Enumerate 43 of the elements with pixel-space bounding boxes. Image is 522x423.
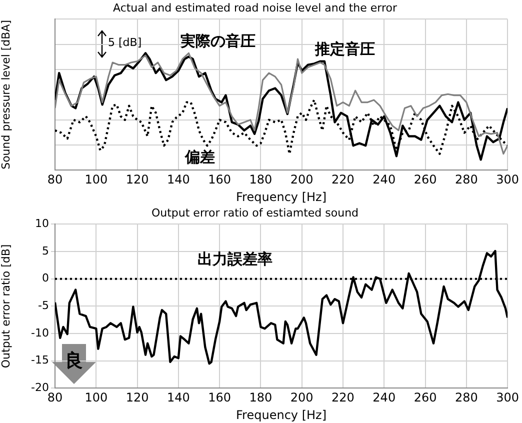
y-tick-label: -5 xyxy=(38,299,49,312)
x-tick-label: 280 xyxy=(454,390,478,405)
x-tick-label: 100 xyxy=(84,172,108,187)
chart-title: Output error ratio of estiamted sound xyxy=(151,206,359,220)
y-axis-title: Sound pressure level [dBA] xyxy=(0,20,12,170)
series-label: 偏差 xyxy=(184,148,215,166)
y-tick-label: -20 xyxy=(31,381,49,394)
x-tick-label: 180 xyxy=(249,390,272,405)
x-tick-label: 200 xyxy=(290,172,314,187)
x-tick-label: 220 xyxy=(332,390,354,405)
x-tick-label: 240 xyxy=(372,172,396,187)
x-tick-label: 120 xyxy=(126,172,149,187)
x-tick-label: 180 xyxy=(249,172,272,187)
x-tick-label: 140 xyxy=(166,390,190,405)
x-tick-label: 120 xyxy=(126,390,149,405)
y-tick-label: 0 xyxy=(42,272,49,285)
x-tick-label: 160 xyxy=(208,390,232,405)
x-axis-title: Frequency [Hz] xyxy=(236,190,327,204)
series-label: 推定音圧 xyxy=(314,40,375,58)
annotation: 良 xyxy=(65,350,83,372)
x-tick-label: 300 xyxy=(496,390,519,405)
x-tick-label: 300 xyxy=(496,172,519,187)
y-tick-label: -15 xyxy=(31,354,49,367)
x-tick-label: 280 xyxy=(454,172,478,187)
y-axis-title: Output error ratio [dB] xyxy=(0,244,12,368)
x-tick-label: 220 xyxy=(332,172,354,187)
x-tick-label: 100 xyxy=(84,390,108,405)
x-tick-label: 260 xyxy=(414,390,437,405)
x-tick-label: 80 xyxy=(47,390,63,405)
x-tick-label: 80 xyxy=(47,172,63,187)
x-tick-label: 160 xyxy=(208,172,232,187)
chart-title: Actual and estimated road noise level and the error xyxy=(112,1,398,14)
series-label: 実際の音圧 xyxy=(180,32,256,50)
text: 出力誤差率 xyxy=(198,250,272,268)
text: 5 [dB] xyxy=(108,36,142,49)
x-tick-label: 200 xyxy=(290,390,314,405)
y-tick-label: -10 xyxy=(31,326,49,340)
y-tick-label: 5 xyxy=(42,244,49,258)
x-axis-title: Frequency [Hz] xyxy=(236,408,327,422)
x-tick-label: 240 xyxy=(372,390,396,405)
x-tick-label: 260 xyxy=(414,172,437,187)
x-tick-label: 140 xyxy=(166,172,190,187)
y-tick-label: 10 xyxy=(35,217,49,230)
